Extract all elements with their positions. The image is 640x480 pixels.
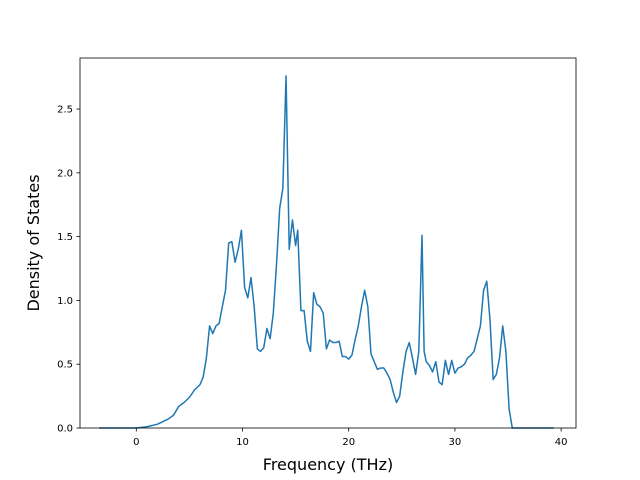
- x-tick-label: 40: [555, 437, 568, 448]
- x-tick-label: 20: [342, 437, 355, 448]
- y-tick-label: 2.0: [57, 168, 73, 179]
- y-tick-label: 0.5: [57, 360, 73, 371]
- y-tick-label: 2.5: [57, 105, 73, 116]
- x-tick-label: 10: [236, 437, 249, 448]
- x-tick-label: 30: [449, 437, 462, 448]
- x-axis-label: Frequency (THz): [263, 455, 393, 474]
- y-tick-label: 0.0: [57, 424, 73, 435]
- x-tick-label: 0: [133, 437, 139, 448]
- y-tick-label: 1.5: [57, 232, 73, 243]
- y-tick-label: 1.0: [57, 296, 73, 307]
- y-axis-label: Density of States: [24, 174, 43, 311]
